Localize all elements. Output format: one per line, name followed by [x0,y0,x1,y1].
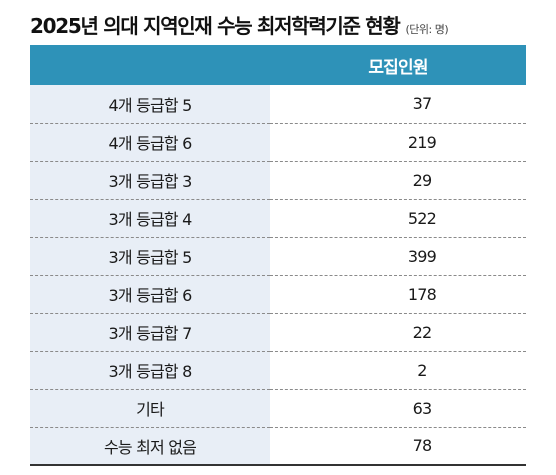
row-value: 522 [270,199,526,238]
row-label: 기타 [30,389,270,428]
header-recruit-count: 모집인원 [270,45,526,85]
row-label: 3개 등급합 4 [30,199,270,238]
row-value: 63 [270,389,526,428]
row-value: 219 [270,123,526,162]
unit-note: (단위: 명) [405,23,449,36]
row-label: 3개 등급합 8 [30,351,270,390]
table-body: 4개 등급합 5 37 4개 등급합 6 219 3개 등급합 3 29 3개 … [30,85,526,466]
data-table: 모집인원 4개 등급합 5 37 4개 등급합 6 219 3개 등급합 3 2… [30,45,526,466]
row-label: 3개 등급합 7 [30,313,270,352]
row-value: 2 [270,351,526,390]
row-value: 178 [270,275,526,314]
table-row: 4개 등급합 6 219 [30,123,526,162]
header-label-cell [30,45,270,85]
table-row: 3개 등급합 7 22 [30,313,526,352]
row-label: 4개 등급합 6 [30,123,270,162]
row-value: 399 [270,237,526,276]
table-row: 수능 최저 없음 78 [30,427,526,466]
table-row: 3개 등급합 3 29 [30,161,526,200]
row-label: 3개 등급합 6 [30,275,270,314]
table-row: 3개 등급합 5 399 [30,237,526,276]
title-row: 2025년 의대 지역인재 수능 최저학력기준 현황 (단위: 명) [30,10,449,40]
table-row: 3개 등급합 8 2 [30,351,526,390]
table-row: 3개 등급합 6 178 [30,275,526,314]
table-row: 기타 63 [30,389,526,428]
table-header: 모집인원 [30,45,526,85]
row-label: 3개 등급합 5 [30,237,270,276]
row-label: 3개 등급합 3 [30,161,270,200]
row-value: 37 [270,85,526,124]
row-value: 78 [270,427,526,466]
row-label: 4개 등급합 5 [30,85,270,124]
table-row: 3개 등급합 4 522 [30,199,526,238]
header-row: 모집인원 [30,45,526,85]
page-title: 2025년 의대 지역인재 수능 최저학력기준 현황 [30,14,401,38]
row-value: 29 [270,161,526,200]
row-label: 수능 최저 없음 [30,427,270,466]
row-value: 22 [270,313,526,352]
table-row: 4개 등급합 5 37 [30,85,526,124]
